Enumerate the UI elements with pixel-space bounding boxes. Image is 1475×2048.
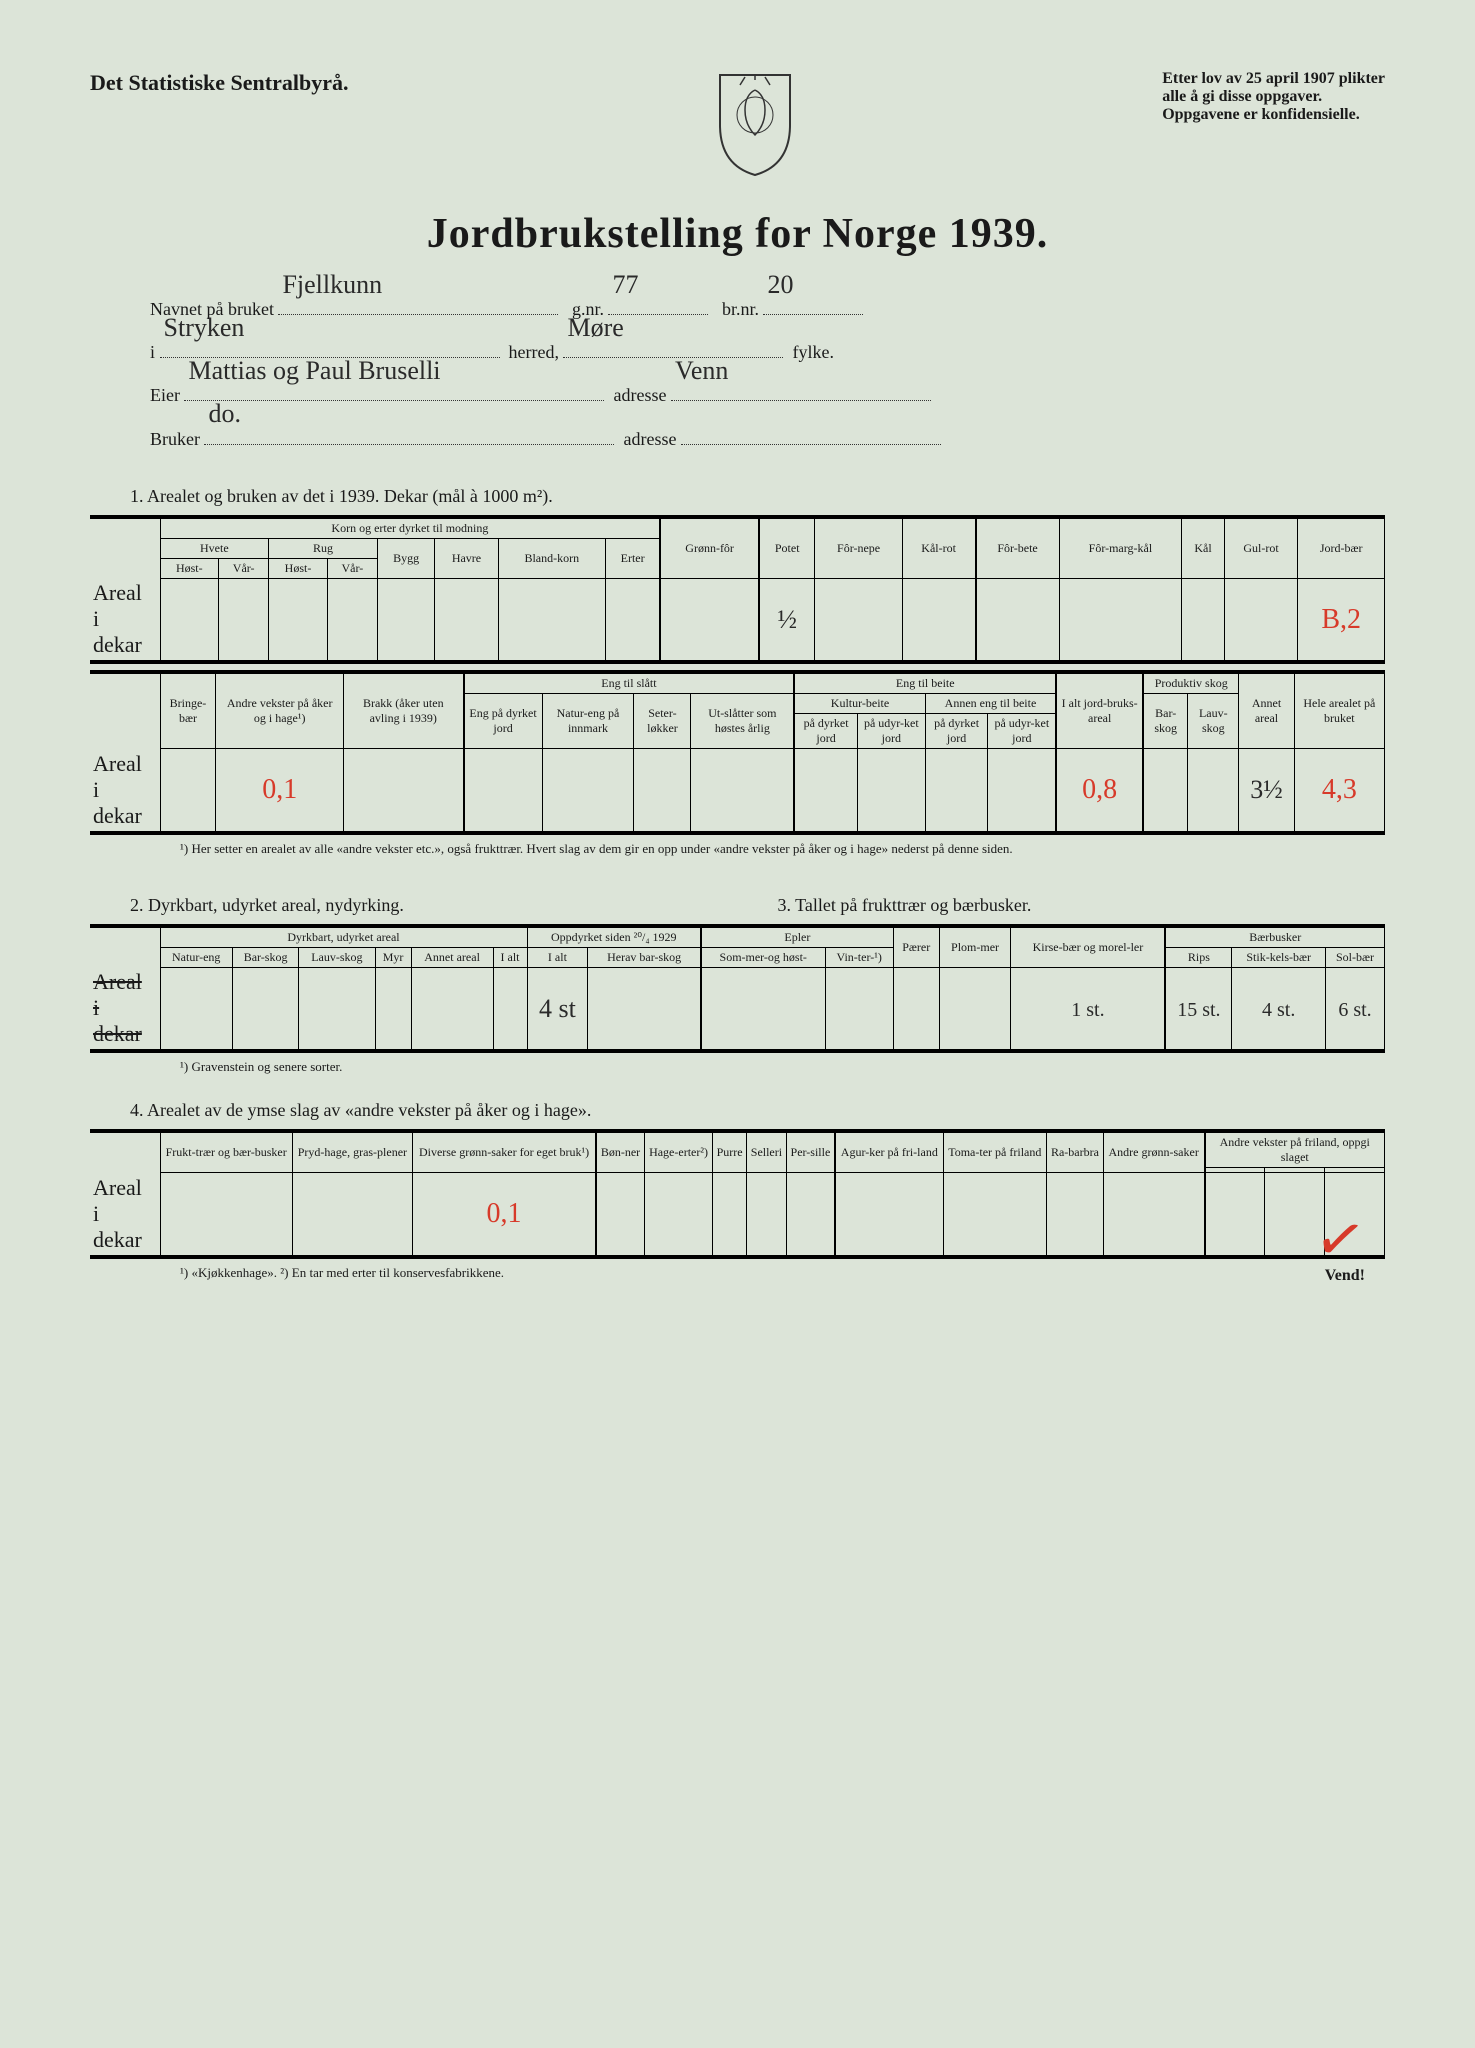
document-title: Jordbrukstelling for Norge 1939. <box>90 210 1385 258</box>
form-header-fields: Navnet på bruket Fjellkunn g.nr. 77 br.n… <box>150 288 1385 461</box>
footnote-2: ¹) Gravenstein og senere sorter. <box>180 1059 1385 1075</box>
table-1b: Bringe-bær Andre vekster på åker og i ha… <box>90 670 1385 835</box>
section-4-title: 4. Arealet av de ymse slag av «andre vek… <box>130 1100 1385 1121</box>
table-4: Frukt-trær og bær-busker Pryd-hage, gras… <box>90 1129 1385 1259</box>
section-1-title: 1. Arealet og bruken av det i 1939. Deka… <box>130 486 1385 507</box>
footnote-4: ¹) «Kjøkkenhage». ²) En tar med erter ti… <box>180 1265 504 1285</box>
section-2-title: 2. Dyrkbart, udyrket areal, nydyrking. <box>130 895 738 916</box>
org-title: Det Statistiske Sentralbyrå. <box>90 70 348 96</box>
table-2-3: Dyrkbart, udyrket areal Oppdyrket siden … <box>90 924 1385 1054</box>
section-3-title: 3. Tallet på frukttrær og bærbusker. <box>778 895 1386 916</box>
table-1a: Korn og erter dyrket til modning Grønn-f… <box>90 515 1385 665</box>
footnote-1: ¹) Her setter en arealet av alle «andre … <box>180 841 1385 857</box>
legal-notice: Etter lov av 25 april 1907 plikter alle … <box>1162 70 1385 124</box>
coat-of-arms-icon <box>710 70 800 180</box>
